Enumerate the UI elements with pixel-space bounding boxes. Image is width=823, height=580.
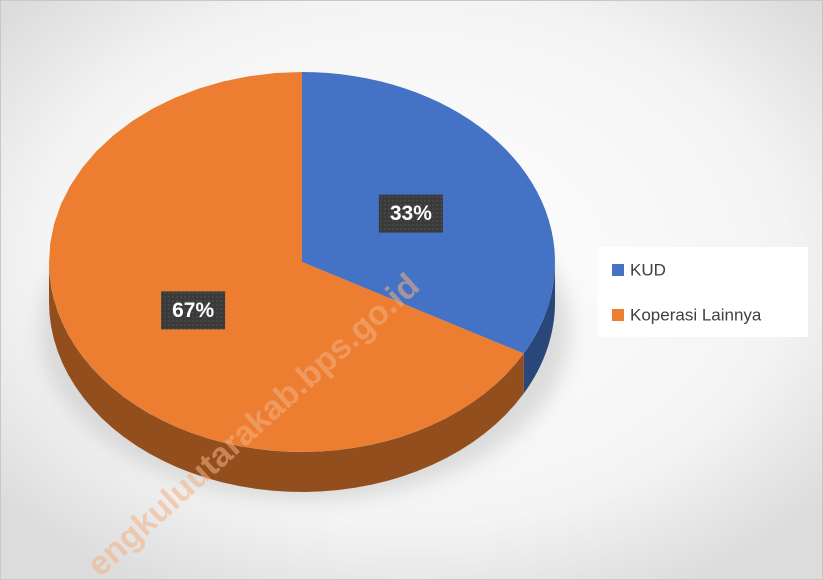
- legend-label: KUD: [630, 260, 666, 279]
- legend-swatch: [612, 264, 624, 276]
- data-label: 67%: [172, 299, 214, 322]
- data-label-box: [161, 291, 226, 330]
- pie-side: [523, 262, 555, 394]
- pie-slice: [49, 72, 524, 452]
- data-label: 33%: [390, 202, 432, 225]
- data-label-box: [378, 194, 443, 233]
- pie: [49, 72, 555, 492]
- legend-swatch: [612, 309, 624, 321]
- pie-side: [49, 262, 524, 492]
- legend-label: Koperasi Lainnya: [630, 305, 762, 324]
- legend: [598, 247, 808, 337]
